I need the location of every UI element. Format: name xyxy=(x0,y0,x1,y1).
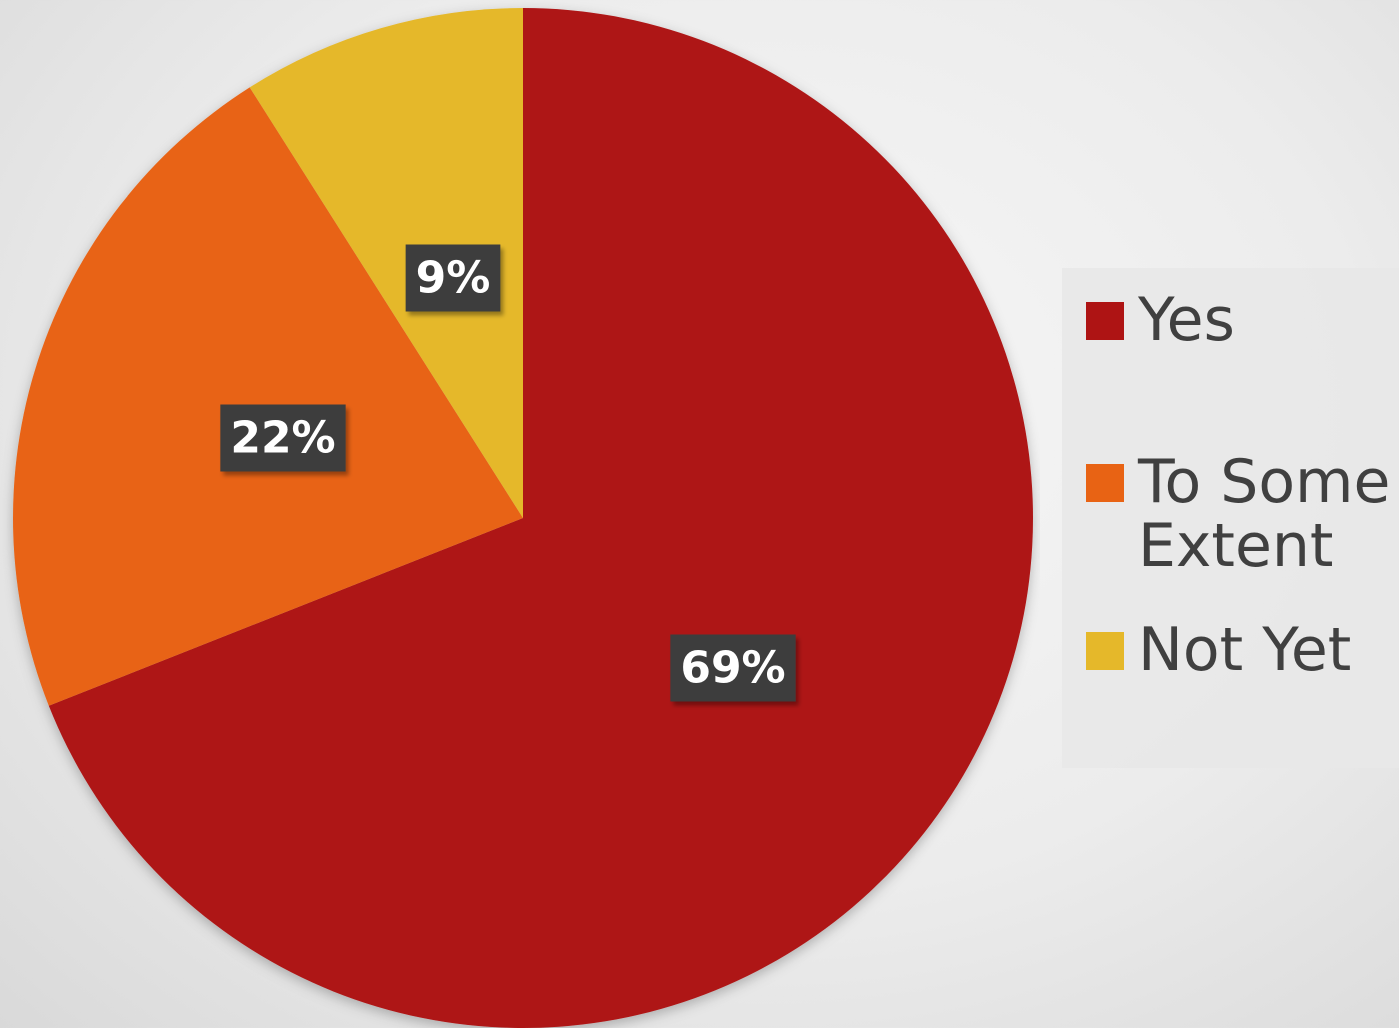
legend-label-yes: Yes xyxy=(1138,285,1235,355)
legend-label-not-yet: Not Yet xyxy=(1138,615,1352,685)
legend-swatch-to-some-extent xyxy=(1086,464,1124,502)
data-label-box-yes xyxy=(670,634,796,702)
data-label-box-not-yet xyxy=(405,244,501,312)
data-label-to-some-extent: 22% xyxy=(220,404,346,472)
data-label-text-to-some-extent: 22% xyxy=(230,413,335,464)
pie-slice-not-yet xyxy=(249,8,523,518)
legend-item-yes: Yes xyxy=(1086,288,1399,352)
data-label-text-yes: 69% xyxy=(680,643,785,694)
legend-swatch-yes xyxy=(1086,302,1124,340)
data-label-yes: 69% xyxy=(670,634,796,702)
pie-chart: 69% 22% 9% xyxy=(12,8,1034,1028)
data-label-not-yet: 9% xyxy=(405,244,501,312)
legend-swatch-not-yet xyxy=(1086,632,1124,670)
legend-label-to-some-extent: To Some Extent xyxy=(1138,447,1391,581)
legend-item-to-some-extent: To Some Extent xyxy=(1086,450,1399,578)
legend-item-not-yet: Not Yet xyxy=(1086,618,1399,682)
pie-slice-to-some-extent xyxy=(12,87,523,706)
chart-legend: Yes To Some Extent Not Yet xyxy=(1062,268,1399,768)
data-label-text-not-yet: 9% xyxy=(416,253,491,304)
data-label-box-to-some-extent xyxy=(220,404,346,472)
pie-slice-yes xyxy=(48,8,1034,1028)
